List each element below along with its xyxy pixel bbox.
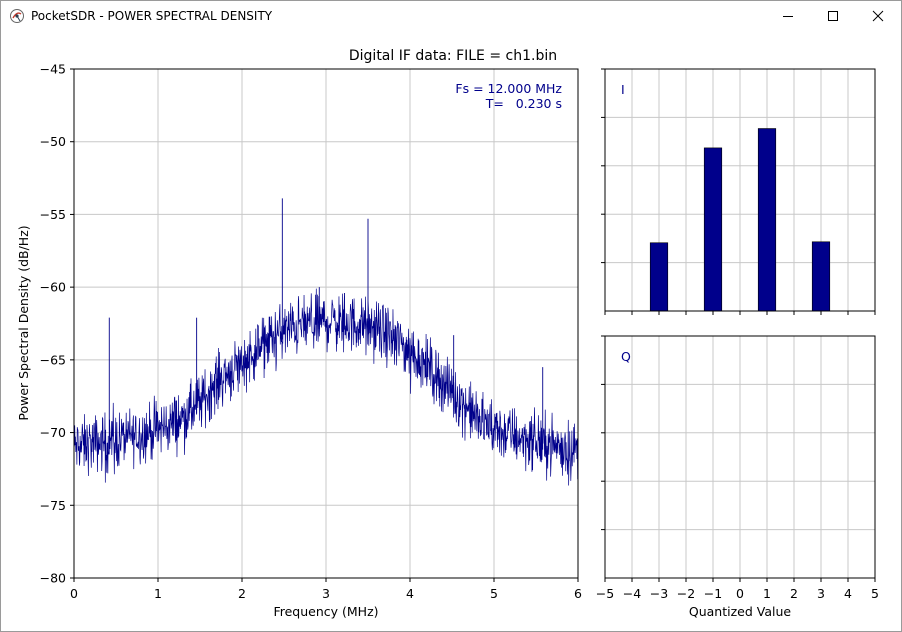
i-histogram-bars bbox=[649, 128, 831, 312]
x-tick-label: 4 bbox=[406, 586, 414, 601]
plot-area: Digital IF data: FILE = ch1.bin 0 1 2 3 4 5 6−… bbox=[1, 31, 901, 631]
y-axis-label: Power Spectral Density (dB/Hz) bbox=[16, 225, 31, 420]
histogram-bar bbox=[811, 241, 831, 312]
hist-x-tick-label: 2 bbox=[790, 586, 798, 601]
hist-x-tick-label: −3 bbox=[650, 586, 668, 601]
title-bar[interactable]: PocketSDR - POWER SPECTRAL DENSITY bbox=[1, 1, 901, 31]
q-histogram-grid bbox=[604, 335, 876, 578]
i-histogram-ticks bbox=[601, 68, 876, 315]
hist-x-tick-label: 1 bbox=[763, 586, 771, 601]
quantized-value-label: Quantized Value bbox=[689, 604, 792, 619]
duration-annotation: T= 0.230 s bbox=[485, 96, 562, 111]
x-tick-label: 2 bbox=[238, 586, 246, 601]
y-tick-label: −70 bbox=[40, 425, 66, 440]
hist-x-tick-label: 3 bbox=[817, 586, 825, 601]
hist-x-tick-label: 4 bbox=[844, 586, 852, 601]
hist-x-tick-label: −4 bbox=[623, 586, 641, 601]
histogram-bar bbox=[703, 147, 723, 312]
x-tick-label: 5 bbox=[490, 586, 498, 601]
x-tick-label: 0 bbox=[70, 586, 78, 601]
hist-x-tick-label: −2 bbox=[677, 586, 695, 601]
hist-x-tick-label: −1 bbox=[704, 586, 722, 601]
maximize-icon bbox=[828, 11, 838, 21]
i-histogram-grid bbox=[604, 68, 876, 311]
psd-series-line bbox=[73, 288, 579, 486]
x-tick-label: 3 bbox=[322, 586, 330, 601]
y-tick-label: −80 bbox=[40, 571, 66, 586]
psd-figure: Digital IF data: FILE = ch1.bin 0 1 2 3 4 5 6−… bbox=[16, 48, 879, 619]
satellite-dish-icon bbox=[9, 8, 25, 24]
q-histogram-ticks: −5 −4 −3 −2 −1 0 1 2 3 4 5 bbox=[596, 335, 879, 601]
close-icon bbox=[872, 10, 884, 22]
y-tick-label: −75 bbox=[40, 498, 66, 513]
i-histogram-title: I bbox=[621, 82, 625, 97]
psd-trace bbox=[73, 198, 579, 486]
hist-x-tick-label: −5 bbox=[596, 586, 614, 601]
hist-x-tick-label: 5 bbox=[871, 586, 879, 601]
y-tick-label: −55 bbox=[40, 207, 66, 222]
x-axis-label: Frequency (MHz) bbox=[273, 604, 378, 619]
x-tick-label: 1 bbox=[154, 586, 162, 601]
window-title: PocketSDR - POWER SPECTRAL DENSITY bbox=[31, 9, 273, 23]
chart-title: Digital IF data: FILE = ch1.bin bbox=[349, 48, 557, 64]
histogram-bar bbox=[757, 128, 777, 312]
minimize-button[interactable] bbox=[765, 1, 811, 31]
sample-rate-annotation: Fs = 12.000 MHz bbox=[455, 81, 562, 96]
minimize-icon bbox=[783, 16, 793, 17]
close-button[interactable] bbox=[855, 1, 901, 31]
psd-ticks: 0 1 2 3 4 5 6 −45 −50 −55 −60 −65 −70 −75 −80 bbox=[40, 62, 582, 602]
y-tick-label: −45 bbox=[40, 62, 66, 77]
i-histogram: I bbox=[601, 68, 876, 315]
q-histogram-title: Q bbox=[621, 349, 631, 364]
maximize-button[interactable] bbox=[810, 1, 856, 31]
histogram-bar bbox=[649, 242, 669, 312]
y-tick-label: −60 bbox=[40, 280, 66, 295]
y-tick-label: −65 bbox=[40, 352, 66, 367]
hist-x-tick-label: 0 bbox=[736, 586, 744, 601]
y-tick-label: −50 bbox=[40, 134, 66, 149]
x-tick-label: 6 bbox=[574, 586, 582, 601]
psd-chart: Digital IF data: FILE = ch1.bin 0 1 2 3 4 5 6 −… bbox=[16, 48, 582, 619]
q-histogram: −5 −4 −3 −2 −1 0 1 2 3 4 5 Q Quantized Value bbox=[596, 335, 879, 619]
